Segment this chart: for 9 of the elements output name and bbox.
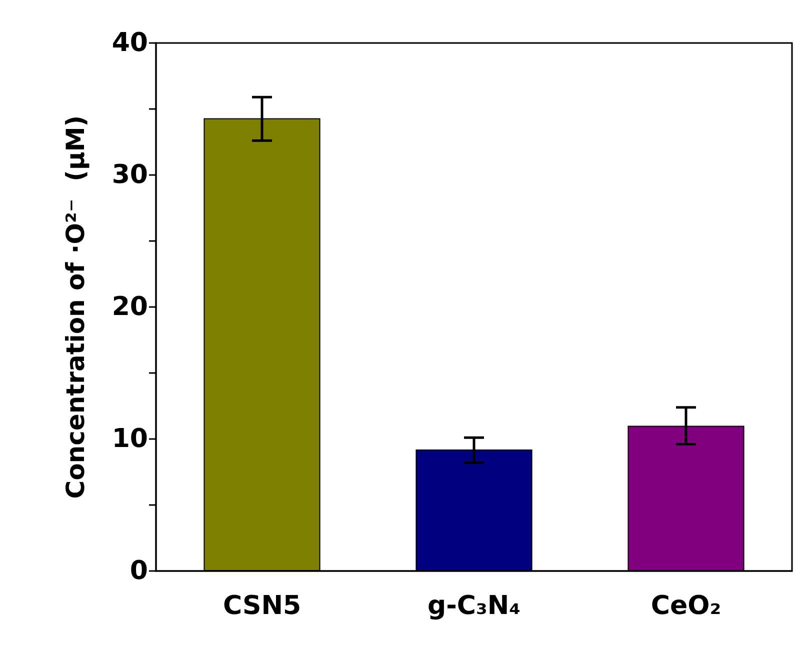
y-tick-label: 20	[112, 292, 148, 322]
x-tick-label: g-C₃N₄	[427, 591, 521, 621]
x-tick-label: CeO₂	[650, 591, 722, 621]
y-tick-label: 0	[130, 556, 148, 586]
y-tick-label: 30	[112, 160, 148, 190]
y-tick-label: 40	[112, 28, 148, 58]
y-axis-title: Concentration of ·O²⁻ (μM)	[61, 115, 90, 499]
y-tick-label: 10	[112, 424, 148, 454]
x-tick-label: CSN5	[222, 591, 302, 621]
